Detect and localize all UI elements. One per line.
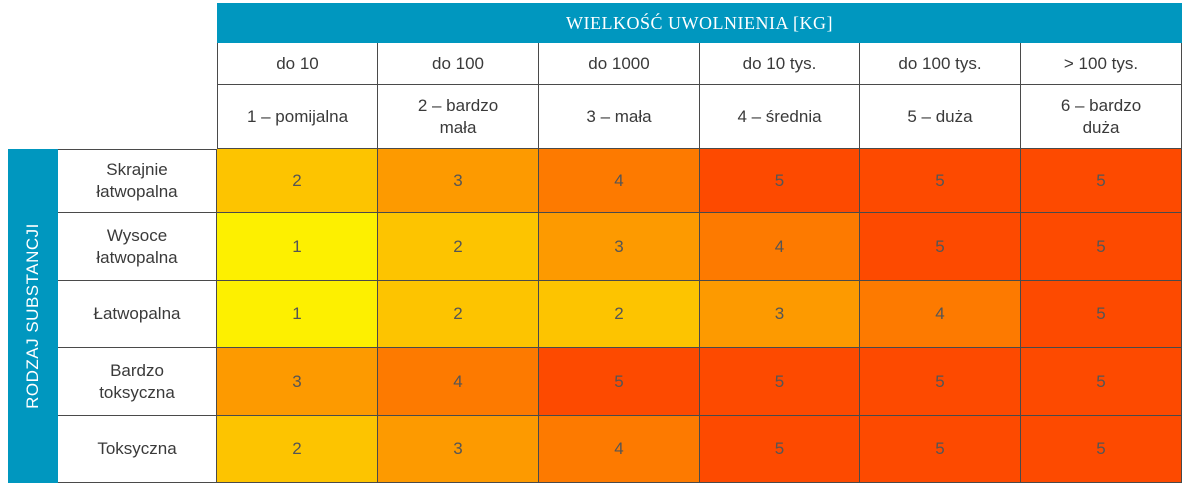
risk-cell: 2	[378, 213, 539, 281]
column-range-6: > 100 tys.	[1021, 43, 1182, 85]
column-range-5: do 100 tys.	[860, 43, 1021, 85]
risk-cell: 5	[1021, 348, 1182, 416]
column-range-3: do 1000	[539, 43, 700, 85]
row-label-4: Bardzo toksyczna	[58, 348, 217, 416]
risk-cell: 4	[860, 281, 1021, 348]
risk-cell: 5	[1021, 416, 1182, 483]
substance-type-header: RODZAJ SUBSTANCJI	[8, 149, 58, 483]
risk-cell: 5	[860, 416, 1021, 483]
substance-type-label: RODZAJ SUBSTANCJI	[23, 223, 42, 409]
column-range-2: do 100	[378, 43, 539, 85]
column-category-1: 1 – pomijalna	[217, 85, 378, 149]
column-category-2: 2 – bardzo mała	[378, 85, 539, 149]
risk-cell: 5	[700, 348, 860, 416]
column-category-4: 4 – średnia	[700, 85, 860, 149]
risk-cell: 2	[217, 149, 378, 213]
row-label-3: Łatwopalna	[58, 281, 217, 348]
risk-cell: 4	[378, 348, 539, 416]
risk-cell: 3	[378, 149, 539, 213]
risk-cell: 5	[700, 416, 860, 483]
risk-cell: 5	[539, 348, 700, 416]
risk-cell: 5	[860, 213, 1021, 281]
risk-cell: 5	[1021, 281, 1182, 348]
risk-cell: 1	[217, 281, 378, 348]
risk-cell: 2	[539, 281, 700, 348]
risk-cell: 2	[378, 281, 539, 348]
risk-cell: 3	[539, 213, 700, 281]
column-range-1: do 10	[217, 43, 378, 85]
row-label-2: Wysoce łatwopalna	[58, 213, 217, 281]
column-category-5: 5 – duża	[860, 85, 1021, 149]
risk-cell: 5	[860, 348, 1021, 416]
release-size-header: WIELKOŚĆ UWOLNIENIA [KG]	[217, 3, 1182, 43]
risk-cell: 5	[1021, 149, 1182, 213]
risk-cell: 4	[539, 416, 700, 483]
row-label-5: Toksyczna	[58, 416, 217, 483]
column-category-6: 6 – bardzo duża	[1021, 85, 1182, 149]
column-category-3: 3 – mała	[539, 85, 700, 149]
risk-cell: 2	[217, 416, 378, 483]
risk-cell: 3	[378, 416, 539, 483]
risk-cell: 4	[700, 213, 860, 281]
risk-cell: 5	[1021, 213, 1182, 281]
risk-cell: 4	[539, 149, 700, 213]
risk-cell: 5	[860, 149, 1021, 213]
column-range-4: do 10 tys.	[700, 43, 860, 85]
row-label-1: Skrajnie łatwopalna	[58, 149, 217, 213]
risk-cell: 3	[700, 281, 860, 348]
risk-cell: 3	[217, 348, 378, 416]
risk-cell: 1	[217, 213, 378, 281]
risk-cell: 5	[700, 149, 860, 213]
